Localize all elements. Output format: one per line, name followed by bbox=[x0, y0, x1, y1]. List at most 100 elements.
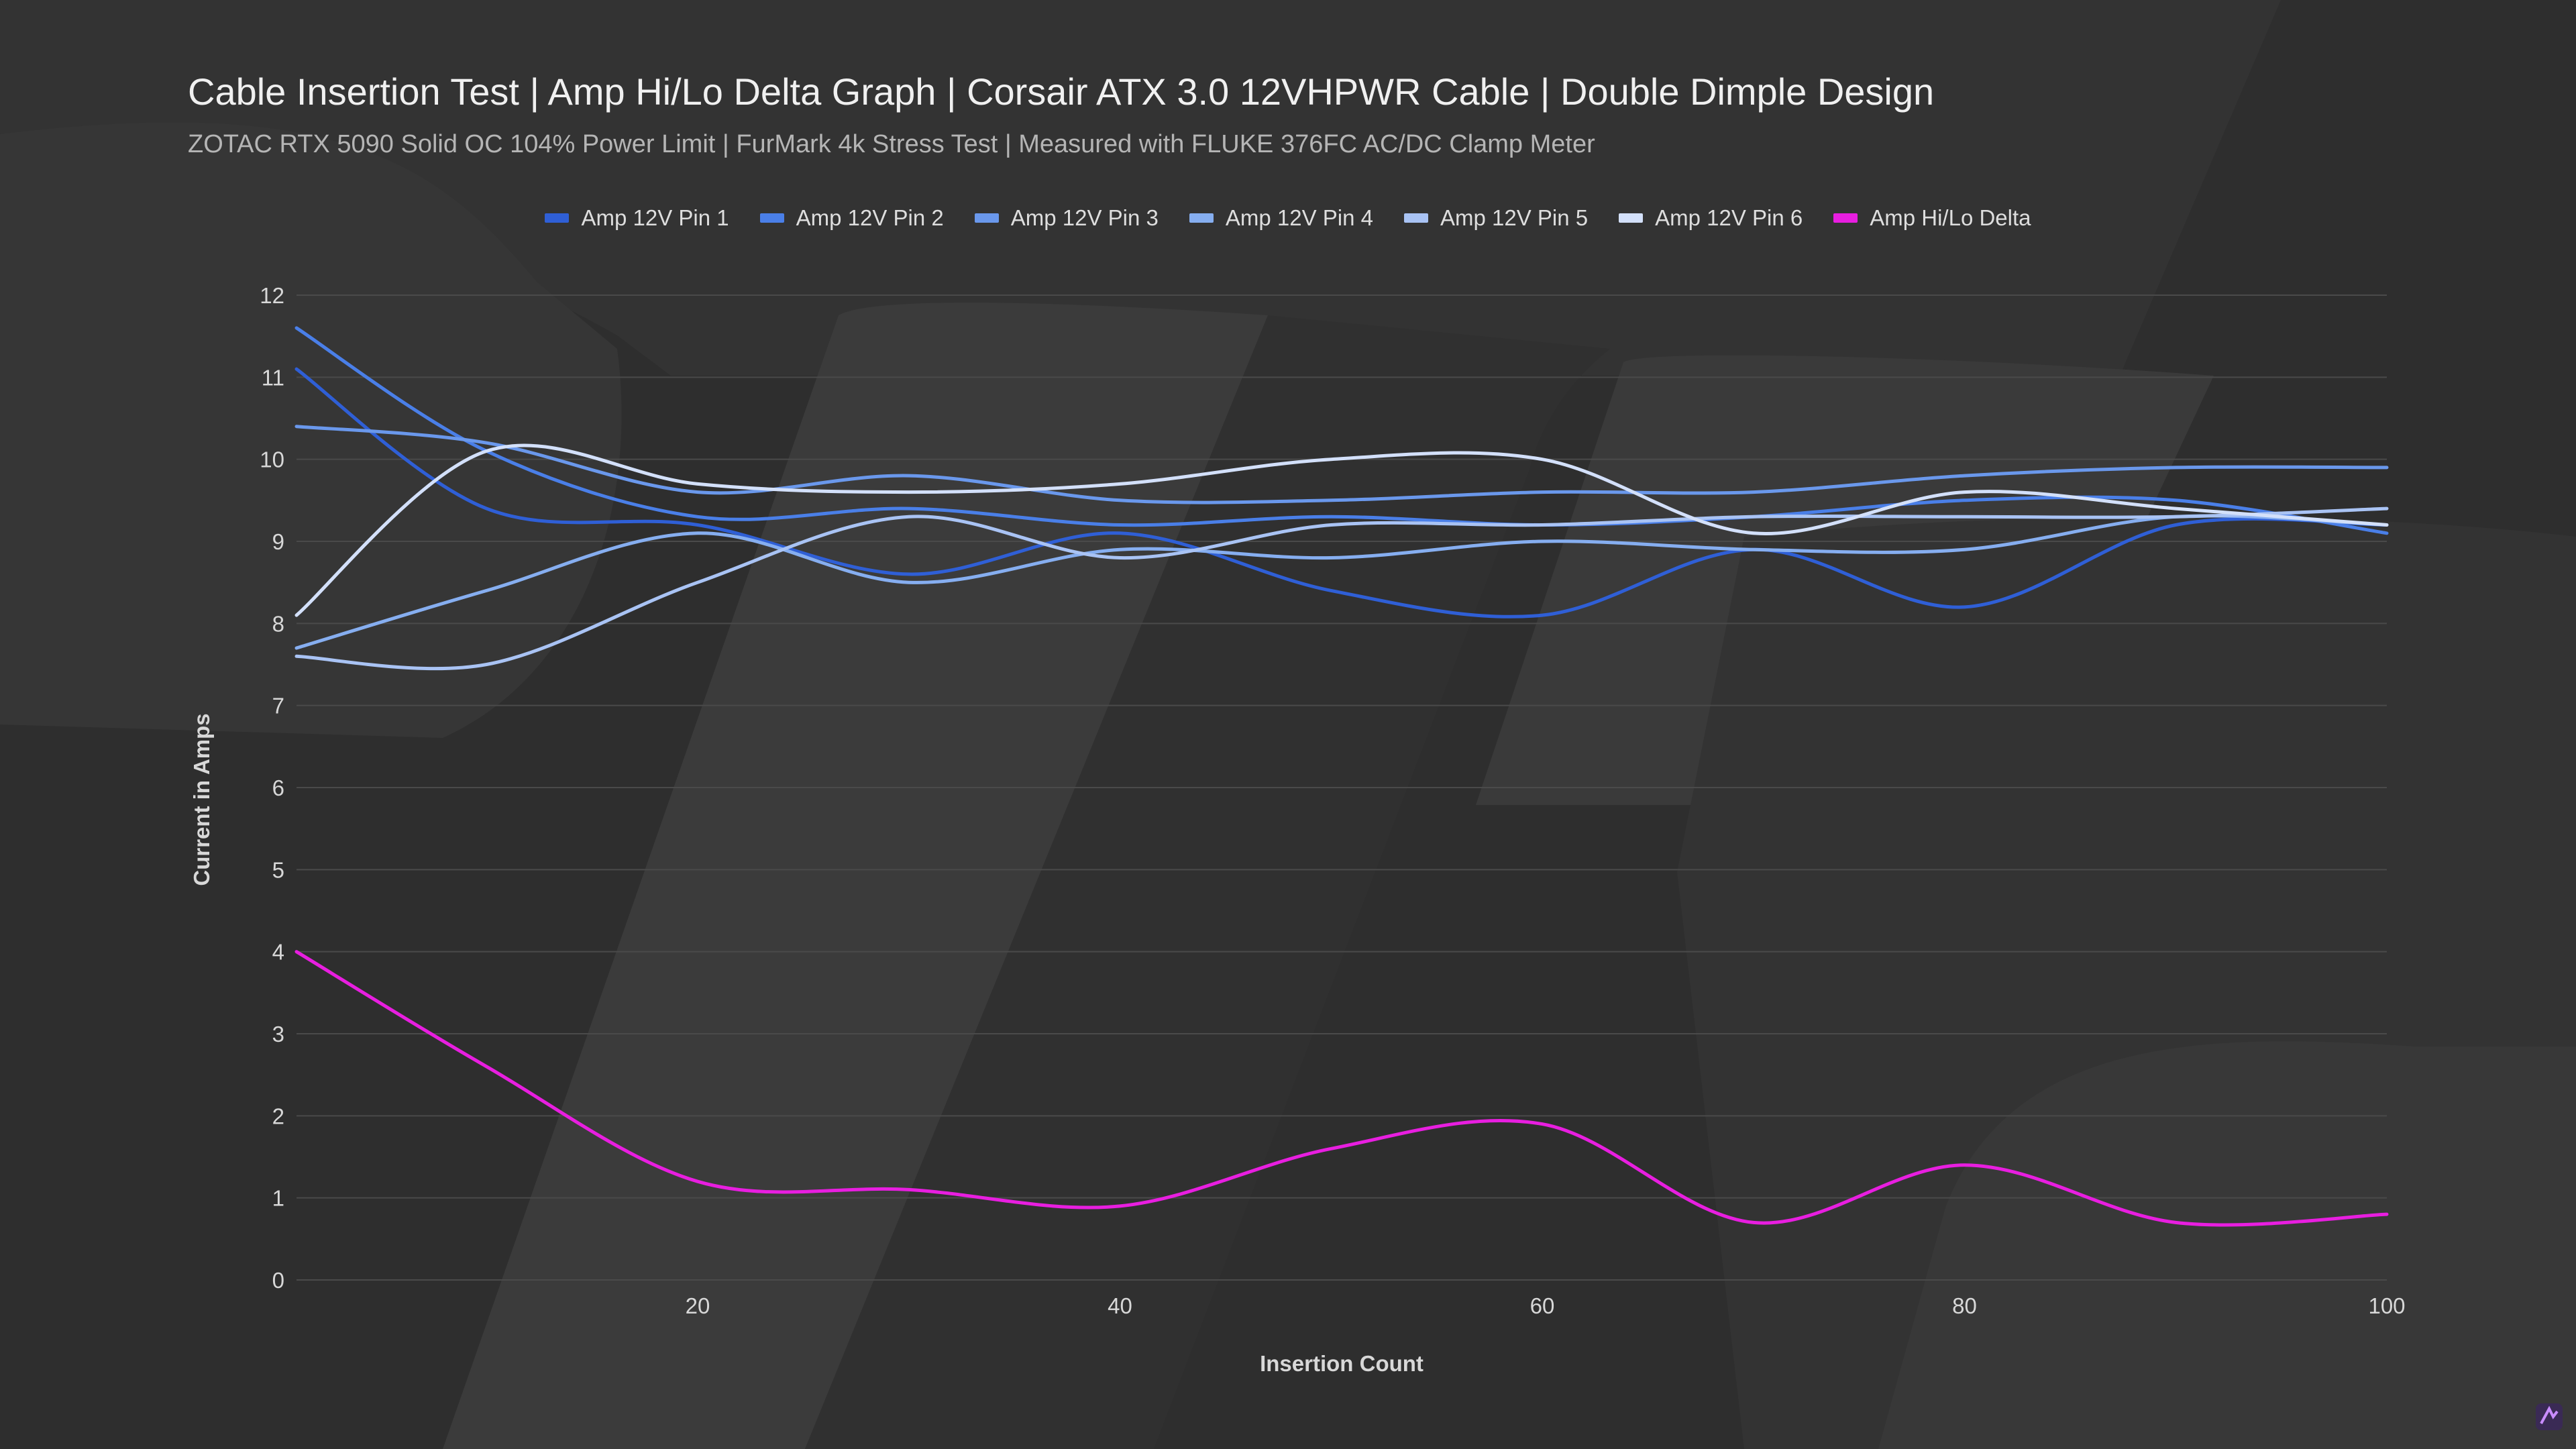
data-point-amp-12v-pin-1 bbox=[1118, 531, 1122, 535]
data-point-amp-12v-pin-2 bbox=[2385, 531, 2389, 535]
data-point-amp-12v-pin-1 bbox=[2174, 523, 2178, 527]
legend-swatch bbox=[1189, 213, 1214, 223]
data-point-amp-hi-lo-delta bbox=[294, 950, 299, 954]
data-point-amp-12v-pin-6 bbox=[907, 490, 911, 494]
data-point-amp-12v-pin-5 bbox=[1329, 523, 1333, 527]
legend-item: Amp Hi/Lo Delta bbox=[1833, 205, 2031, 231]
y-tick-label: 1 bbox=[272, 1186, 284, 1211]
data-point-amp-12v-pin-4 bbox=[294, 646, 299, 650]
data-point-amp-hi-lo-delta bbox=[484, 1065, 488, 1069]
legend-label: Amp 12V Pin 1 bbox=[581, 205, 729, 230]
data-point-amp-12v-pin-4 bbox=[1752, 547, 1756, 551]
data-point-amp-12v-pin-4 bbox=[907, 580, 911, 584]
data-point-amp-12v-pin-6 bbox=[2174, 506, 2178, 511]
x-axis-label: Insertion Count bbox=[1260, 1351, 1424, 1376]
legend-swatch bbox=[545, 213, 570, 223]
chart-subtitle: ZOTAC RTX 5090 Solid OC 104% Power Limit… bbox=[188, 130, 1595, 158]
x-tick-label: 100 bbox=[2368, 1293, 2405, 1318]
legend-label: Amp 12V Pin 4 bbox=[1225, 205, 1373, 230]
series-line-amp-12v-pin-3 bbox=[294, 425, 2389, 504]
data-point-amp-12v-pin-4 bbox=[1118, 547, 1122, 551]
series-line-amp-hi-lo-delta bbox=[294, 950, 2389, 1227]
legend-item: Amp 12V Pin 1 bbox=[545, 205, 729, 231]
data-point-amp-hi-lo-delta bbox=[1752, 1220, 1756, 1224]
data-point-amp-12v-pin-3 bbox=[484, 441, 488, 445]
data-point-amp-12v-pin-5 bbox=[1118, 555, 1122, 559]
legend-item: Amp 12V Pin 4 bbox=[1189, 205, 1373, 231]
y-tick-label: 4 bbox=[272, 940, 284, 965]
data-point-amp-12v-pin-3 bbox=[294, 425, 299, 429]
legend-item: Amp 12V Pin 3 bbox=[974, 205, 1159, 231]
data-point-amp-12v-pin-5 bbox=[1540, 523, 1544, 527]
series-line-amp-12v-pin-4 bbox=[294, 514, 2389, 650]
data-point-amp-12v-pin-2 bbox=[696, 515, 700, 519]
chart-title: Cable Insertion Test | Amp Hi/Lo Delta G… bbox=[188, 70, 1935, 113]
data-point-amp-12v-pin-3 bbox=[1118, 498, 1122, 502]
data-point-amp-12v-pin-4 bbox=[1540, 539, 1544, 543]
legend-swatch bbox=[1619, 213, 1644, 223]
chart-legend: Amp 12V Pin 1 Amp 12V Pin 2 Amp 12V Pin 3 A… bbox=[0, 205, 2576, 231]
data-point-amp-12v-pin-6 bbox=[1540, 458, 1544, 462]
data-point-amp-12v-pin-6 bbox=[1963, 490, 1967, 494]
data-point-amp-12v-pin-6 bbox=[1118, 482, 1122, 486]
data-point-amp-12v-pin-4 bbox=[696, 531, 700, 535]
y-tick-label: 7 bbox=[272, 694, 284, 718]
data-point-amp-12v-pin-5 bbox=[1963, 515, 1967, 519]
data-point-amp-12v-pin-3 bbox=[1963, 474, 1967, 478]
y-tick-label: 8 bbox=[272, 611, 284, 636]
y-tick-label: 9 bbox=[272, 529, 284, 554]
legend-swatch bbox=[1403, 213, 1428, 223]
x-tick-label: 20 bbox=[686, 1293, 710, 1318]
legend-swatch bbox=[759, 213, 784, 223]
series-line-amp-12v-pin-1 bbox=[294, 367, 2389, 619]
data-point-amp-12v-pin-3 bbox=[1540, 490, 1544, 494]
data-point-amp-12v-pin-5 bbox=[2385, 506, 2389, 511]
data-point-amp-12v-pin-5 bbox=[294, 654, 299, 658]
data-point-amp-hi-lo-delta bbox=[907, 1187, 911, 1191]
y-tick-label: 2 bbox=[272, 1104, 284, 1128]
series-line-amp-12v-pin-6 bbox=[294, 443, 2389, 617]
data-point-amp-12v-pin-5 bbox=[907, 515, 911, 519]
data-point-amp-hi-lo-delta bbox=[1329, 1146, 1333, 1150]
data-point-amp-12v-pin-5 bbox=[2174, 515, 2178, 519]
data-point-amp-12v-pin-3 bbox=[907, 474, 911, 478]
data-point-amp-12v-pin-1 bbox=[1963, 605, 1967, 609]
data-point-amp-12v-pin-1 bbox=[1540, 613, 1544, 617]
data-point-amp-12v-pin-6 bbox=[2385, 523, 2389, 527]
legend-label: Amp 12V Pin 5 bbox=[1440, 205, 1589, 230]
legend-label: Amp 12V Pin 3 bbox=[1010, 205, 1159, 230]
data-point-amp-12v-pin-3 bbox=[1329, 498, 1333, 502]
data-point-amp-12v-pin-1 bbox=[907, 572, 911, 576]
data-point-amp-hi-lo-delta bbox=[1540, 1122, 1544, 1126]
data-point-amp-12v-pin-1 bbox=[696, 523, 700, 527]
data-point-amp-12v-pin-2 bbox=[907, 506, 911, 511]
data-point-amp-12v-pin-3 bbox=[1752, 490, 1756, 494]
legend-swatch bbox=[974, 213, 999, 223]
series-line-amp-12v-pin-5 bbox=[294, 506, 2389, 671]
data-point-amp-12v-pin-3 bbox=[2385, 466, 2389, 470]
y-tick-label: 11 bbox=[262, 365, 284, 390]
legend-item: Amp 12V Pin 6 bbox=[1619, 205, 1803, 231]
data-point-amp-12v-pin-1 bbox=[1329, 588, 1333, 592]
legend-label: Amp 12V Pin 2 bbox=[796, 205, 944, 230]
data-point-amp-12v-pin-5 bbox=[1752, 515, 1756, 519]
y-axis-label: Current in Amps bbox=[189, 713, 214, 885]
y-tick-label: 6 bbox=[272, 775, 284, 800]
data-point-amp-12v-pin-6 bbox=[294, 613, 299, 617]
y-tick-label: 0 bbox=[272, 1268, 284, 1293]
data-point-amp-hi-lo-delta bbox=[696, 1179, 700, 1183]
data-point-amp-12v-pin-4 bbox=[1329, 555, 1333, 559]
data-point-amp-12v-pin-1 bbox=[294, 367, 299, 371]
data-point-amp-hi-lo-delta bbox=[2174, 1220, 2178, 1224]
data-point-amp-12v-pin-2 bbox=[294, 326, 299, 330]
data-point-amp-12v-pin-2 bbox=[1329, 515, 1333, 519]
data-point-amp-hi-lo-delta bbox=[2385, 1212, 2389, 1216]
data-point-amp-12v-pin-6 bbox=[696, 482, 700, 486]
data-point-amp-12v-pin-2 bbox=[1963, 498, 1967, 502]
data-point-amp-12v-pin-2 bbox=[2174, 498, 2178, 502]
legend-label: Amp Hi/Lo Delta bbox=[1870, 205, 2031, 230]
x-tick-label: 80 bbox=[1952, 1293, 1977, 1318]
series-line-amp-12v-pin-2 bbox=[294, 326, 2389, 535]
